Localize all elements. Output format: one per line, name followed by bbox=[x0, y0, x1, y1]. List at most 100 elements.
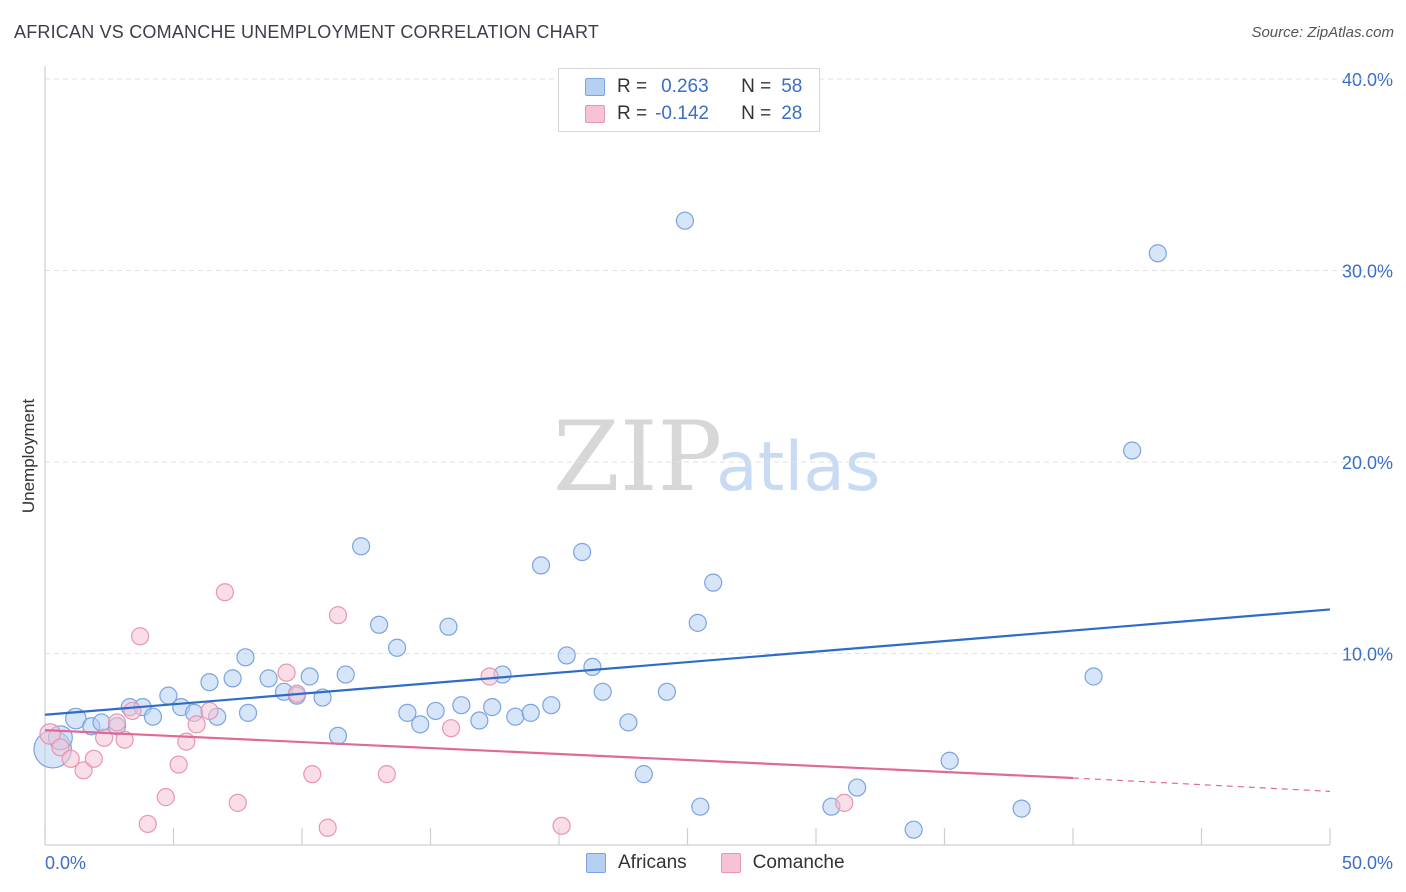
comanche-point bbox=[61, 749, 80, 768]
comanche-point bbox=[138, 814, 157, 834]
comanche-point bbox=[107, 713, 127, 732]
comanche-point bbox=[328, 606, 348, 625]
africans-point bbox=[904, 820, 923, 839]
africans-point bbox=[483, 698, 502, 717]
comanche-swatch bbox=[720, 853, 741, 873]
comanche-point bbox=[74, 761, 93, 780]
africans-swatch bbox=[585, 78, 605, 96]
comanche-point bbox=[480, 667, 499, 686]
africans-point bbox=[336, 665, 355, 684]
africans-point bbox=[506, 707, 525, 726]
legend-n-value: 28 bbox=[781, 103, 803, 124]
africans-point bbox=[370, 615, 389, 634]
africans-point bbox=[583, 657, 602, 677]
y-tick-label: 40.0% bbox=[1342, 70, 1393, 90]
legend-label-africans: Africans bbox=[618, 852, 687, 873]
legend-r-label: R = bbox=[617, 76, 648, 97]
africans-point bbox=[352, 537, 371, 556]
africans-point bbox=[439, 617, 458, 636]
africans-point bbox=[634, 765, 653, 784]
x-tick-label: 0.0% bbox=[45, 853, 86, 873]
comanche-point bbox=[130, 627, 150, 646]
comanche-point bbox=[377, 765, 396, 784]
x-tick-label: 50.0% bbox=[1342, 853, 1393, 873]
comanche-point bbox=[51, 738, 70, 757]
africans-point bbox=[387, 638, 407, 657]
legend-label-comanche: Comanche bbox=[752, 852, 845, 873]
africans-point bbox=[521, 703, 540, 722]
africans-point bbox=[1012, 799, 1031, 818]
y-tick-label: 20.0% bbox=[1342, 453, 1393, 473]
africans-point bbox=[657, 682, 677, 701]
comanche-point bbox=[187, 715, 206, 734]
comanche-point bbox=[552, 816, 571, 835]
africans-swatch bbox=[586, 853, 606, 873]
africans-point bbox=[426, 701, 445, 721]
comanche-point bbox=[441, 719, 461, 738]
africans-point bbox=[200, 673, 219, 692]
comanche-point bbox=[215, 583, 234, 602]
africans-point bbox=[236, 648, 255, 667]
comanche-point bbox=[115, 730, 134, 749]
africans-point bbox=[328, 726, 348, 745]
comanche-point bbox=[318, 818, 337, 837]
africans-point bbox=[470, 711, 489, 730]
legend-item-comanche: Comanche bbox=[720, 852, 845, 874]
series-legend: Africans Comanche bbox=[586, 852, 879, 874]
comanche-point bbox=[303, 765, 322, 784]
y-tick-label: 30.0% bbox=[1342, 262, 1393, 282]
comanche-point bbox=[39, 723, 61, 745]
africans-point bbox=[848, 778, 867, 797]
africans-point bbox=[593, 682, 612, 701]
africans-point bbox=[573, 542, 592, 562]
comanche-point bbox=[123, 701, 142, 721]
africans-point bbox=[675, 211, 695, 230]
comanche-point bbox=[156, 788, 175, 807]
comanche-point bbox=[228, 793, 247, 812]
legend-r-value: -0.142 bbox=[655, 103, 709, 124]
africans-point bbox=[223, 669, 242, 688]
chart-title: AFRICAN VS COMANCHE UNEMPLOYMENT CORRELA… bbox=[14, 22, 600, 42]
africans-point bbox=[143, 707, 163, 726]
africans-point bbox=[300, 667, 319, 686]
chart-source: Source: ZipAtlas.com bbox=[1251, 24, 1394, 41]
comanche-point bbox=[84, 749, 103, 768]
comanche-trend-extension bbox=[1072, 777, 1331, 792]
africans-point bbox=[1123, 441, 1142, 460]
africans-point bbox=[411, 715, 430, 734]
comanche-swatch bbox=[585, 105, 605, 123]
comanche-point bbox=[835, 793, 854, 812]
watermark-atlas: atlas bbox=[716, 428, 880, 507]
watermark-zip: ZIP bbox=[553, 401, 722, 513]
africans-point bbox=[1084, 667, 1103, 686]
africans-point bbox=[557, 646, 576, 665]
comanche-point bbox=[169, 755, 188, 774]
comanche-point bbox=[277, 663, 296, 682]
y-axis-label: Unemployment bbox=[19, 399, 38, 514]
stats-legend: R = 0.263 N = 58 R = -0.142 N = 28 bbox=[558, 68, 820, 132]
africans-trend-line bbox=[44, 608, 1331, 716]
africans-point bbox=[940, 751, 959, 770]
africans-point bbox=[542, 696, 561, 715]
africans-point bbox=[691, 797, 710, 816]
africans-point bbox=[238, 703, 258, 722]
africans-point bbox=[619, 713, 638, 732]
y-tick-label: 10.0% bbox=[1342, 645, 1393, 665]
africans-point bbox=[531, 556, 551, 575]
africans-point bbox=[1148, 244, 1167, 263]
legend-n-label: N = bbox=[741, 76, 772, 97]
africans-point bbox=[704, 573, 723, 592]
africans-point bbox=[398, 703, 417, 722]
africans-point bbox=[688, 613, 707, 632]
legend-row-comanche: R = -0.142 N = 28 bbox=[585, 102, 802, 126]
legend-row-africans: R = 0.263 N = 58 bbox=[585, 75, 802, 99]
legend-r-value: 0.263 bbox=[661, 76, 709, 97]
legend-n-value: 58 bbox=[781, 76, 803, 97]
legend-r-label: R = bbox=[617, 103, 648, 124]
africans-point bbox=[259, 669, 278, 688]
africans-point bbox=[92, 713, 111, 732]
comanche-trend-line bbox=[44, 729, 1074, 780]
africans-point bbox=[452, 696, 471, 715]
legend-n-label: N = bbox=[741, 103, 772, 124]
